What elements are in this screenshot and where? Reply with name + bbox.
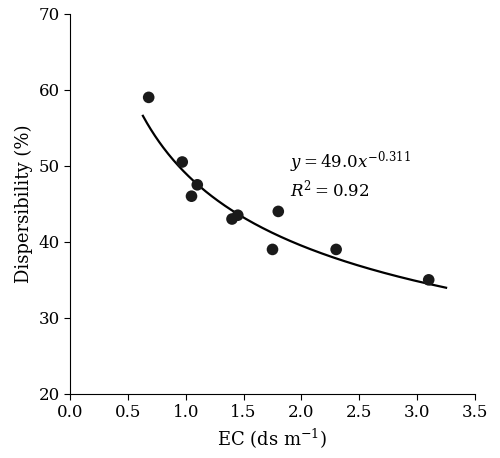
Point bbox=[188, 192, 196, 200]
Point bbox=[194, 181, 202, 189]
Point bbox=[178, 158, 186, 166]
Point bbox=[424, 276, 432, 284]
X-axis label: EC (ds m$^{-1}$): EC (ds m$^{-1}$) bbox=[218, 427, 328, 451]
Point bbox=[228, 215, 236, 223]
Point bbox=[274, 208, 282, 215]
Text: $y = 49.0x^{-0.311}$
$R^2 = 0.92$: $y = 49.0x^{-0.311}$ $R^2 = 0.92$ bbox=[290, 149, 410, 200]
Point bbox=[268, 246, 276, 253]
Point bbox=[234, 212, 242, 219]
Point bbox=[332, 246, 340, 253]
Point bbox=[144, 94, 152, 101]
Y-axis label: Dispersibility (%): Dispersibility (%) bbox=[14, 125, 33, 283]
